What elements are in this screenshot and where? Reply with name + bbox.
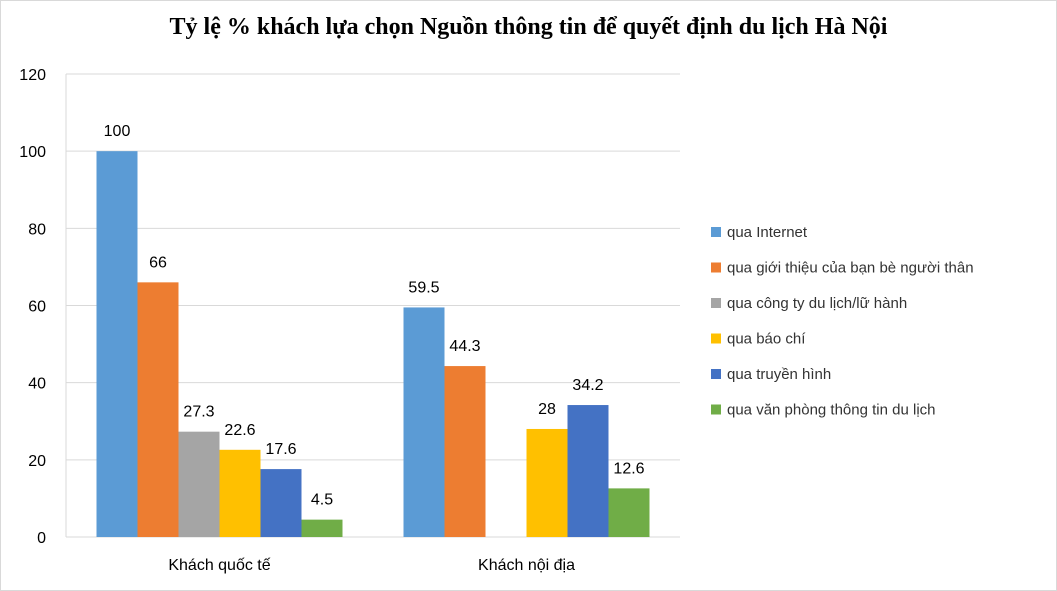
bars <box>96 151 650 537</box>
data-label: 27.3 <box>183 404 214 421</box>
bar <box>137 282 179 537</box>
legend-swatch <box>711 298 721 308</box>
category-label: Khách nội địa <box>478 557 575 574</box>
data-label: 22.6 <box>224 422 255 439</box>
y-tick-label: 60 <box>28 299 46 316</box>
data-label: 34.2 <box>572 377 603 394</box>
bar <box>96 151 138 537</box>
legend-entry: qua báo chí <box>727 331 806 348</box>
y-tick-label: 40 <box>28 376 46 393</box>
y-tick-label: 20 <box>28 453 46 470</box>
legend-swatch <box>711 333 721 344</box>
bar <box>444 366 486 537</box>
data-label: 100 <box>104 123 131 140</box>
data-label: 17.6 <box>265 441 296 458</box>
legend-entry: qua văn phòng thông tin du lịch <box>727 402 936 419</box>
legend-swatch <box>711 369 721 379</box>
legend-swatch <box>711 404 721 415</box>
y-tick-label: 100 <box>19 144 46 161</box>
bar <box>526 428 568 537</box>
data-label: 4.5 <box>311 492 333 509</box>
chart-title: Tỷ lệ % khách lựa chọn Nguồn thông tin đ… <box>169 14 888 40</box>
y-axis-ticks: 0 20 40 60 80 100 120 <box>19 67 46 547</box>
x-axis-categories: Khách quốc tế Khách nội địa <box>168 557 575 574</box>
legend-entry: qua truyền hình <box>727 366 831 383</box>
data-label: 59.5 <box>408 279 439 296</box>
legend-swatch <box>711 227 721 237</box>
legend: qua Internet qua giới thiệu của bạn bè ng… <box>711 224 974 419</box>
bar <box>178 431 220 537</box>
y-tick-label: 0 <box>37 530 46 547</box>
legend-swatch <box>711 262 721 273</box>
legend-entry: qua Internet <box>727 224 808 241</box>
data-label: 44.3 <box>449 338 480 355</box>
data-label: 12.6 <box>613 460 644 477</box>
y-tick-label: 120 <box>19 67 46 84</box>
data-labels: 100 66 27.3 22.6 17.6 4.5 59.5 44.3 28 34.2 12.6 <box>104 123 645 508</box>
y-tick-label: 80 <box>28 221 46 238</box>
bar <box>301 519 343 537</box>
data-label: 28 <box>538 401 556 418</box>
legend-entry: qua giới thiệu của bạn bè người thân <box>727 260 974 277</box>
bar <box>260 469 302 537</box>
bar <box>219 449 261 537</box>
bar <box>567 405 609 537</box>
bar <box>608 488 650 537</box>
category-label: Khách quốc tế <box>168 557 270 574</box>
bar <box>403 307 445 537</box>
legend-entry: qua công ty du lịch/lữ hành <box>727 295 907 312</box>
data-label: 66 <box>149 254 167 271</box>
